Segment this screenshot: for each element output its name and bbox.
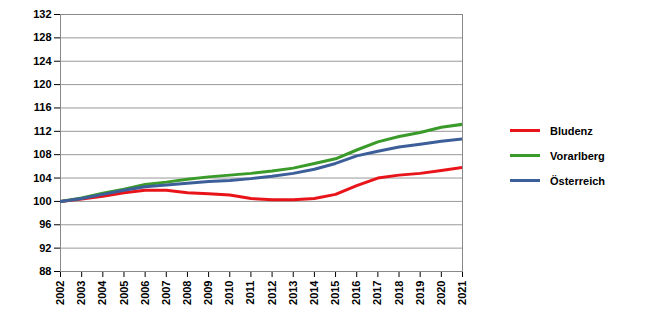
svg-text:96: 96: [39, 218, 51, 230]
svg-text:116: 116: [34, 101, 52, 113]
svg-text:2003: 2003: [75, 281, 87, 305]
svg-text:2019: 2019: [414, 281, 426, 305]
html-text:Bludenz: Bludenz: [550, 124, 593, 137]
svg-text:132: 132: [33, 8, 51, 20]
svg-text:2014: 2014: [308, 280, 320, 305]
svg-text:2005: 2005: [117, 281, 129, 305]
svg-text:2002: 2002: [54, 281, 66, 305]
svg-text:2018: 2018: [393, 281, 405, 305]
html-text:Österreich: Österreich: [550, 174, 605, 187]
svg-text:2010: 2010: [223, 281, 235, 305]
svg-text:92: 92: [39, 242, 51, 254]
html-text:Vorarlberg: Vorarlberg: [550, 149, 605, 162]
svg-text:88: 88: [39, 265, 51, 277]
svg-text:2007: 2007: [160, 281, 172, 305]
svg-text:2020: 2020: [435, 281, 447, 305]
svg-text:2004: 2004: [96, 280, 108, 305]
svg-text:2008: 2008: [181, 281, 193, 305]
svg-text:2011: 2011: [244, 281, 256, 305]
svg-text:104: 104: [33, 172, 52, 184]
svg-text:2009: 2009: [202, 281, 214, 305]
svg-text:112: 112: [34, 125, 52, 137]
svg-text:100: 100: [33, 195, 51, 207]
svg-text:120: 120: [33, 78, 51, 90]
svg-text:2013: 2013: [287, 281, 299, 305]
svg-text:2012: 2012: [266, 281, 278, 305]
svg-text:128: 128: [33, 31, 51, 43]
svg-text:108: 108: [33, 148, 51, 160]
svg-text:2017: 2017: [371, 281, 383, 305]
svg-text:2015: 2015: [329, 281, 341, 305]
svg-text:2016: 2016: [350, 281, 362, 305]
svg-text:2021: 2021: [456, 281, 468, 305]
svg-text:2006: 2006: [139, 281, 151, 305]
svg-text:124: 124: [33, 55, 52, 67]
